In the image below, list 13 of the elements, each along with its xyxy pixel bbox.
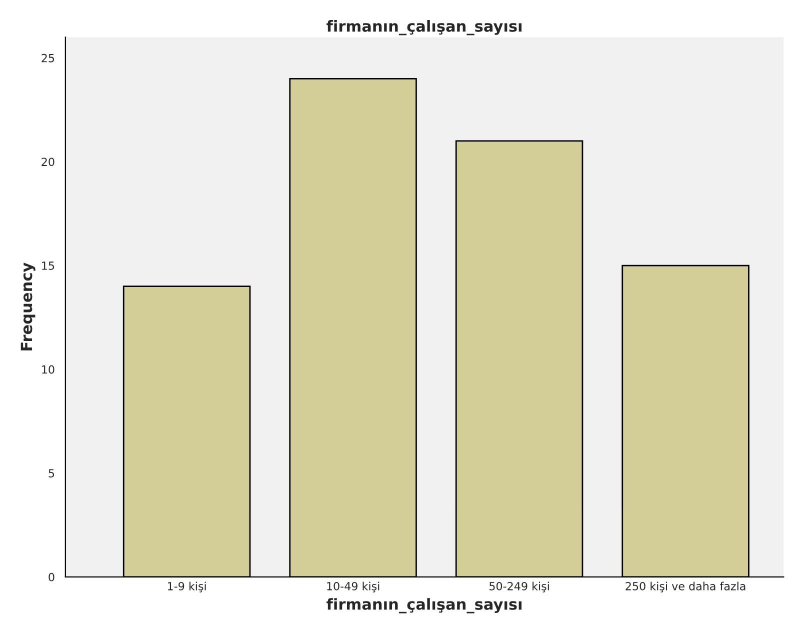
x-tick-label: 1-9 kişi xyxy=(168,582,206,592)
x-tick-label: 250 kişi ve daha fazla xyxy=(626,582,746,592)
y-axis-title: Frequency xyxy=(20,262,36,350)
y-tick-label: 0 xyxy=(48,572,54,582)
chart-title: firmanın_çalışan_sayısı xyxy=(326,20,522,36)
x-tick-label: 10-49 kişi xyxy=(327,582,380,592)
y-tick-label: 15 xyxy=(42,262,54,270)
y-tick-label: 5 xyxy=(48,469,54,478)
y-tick-label: 25 xyxy=(42,54,54,62)
y-tick-label: 20 xyxy=(42,158,54,166)
y-tick-label: 10 xyxy=(42,365,54,374)
x-tick-label: 50-249 kişi xyxy=(490,582,549,592)
x-axis-title: firmanın_çalışan_sayısı xyxy=(326,598,522,614)
